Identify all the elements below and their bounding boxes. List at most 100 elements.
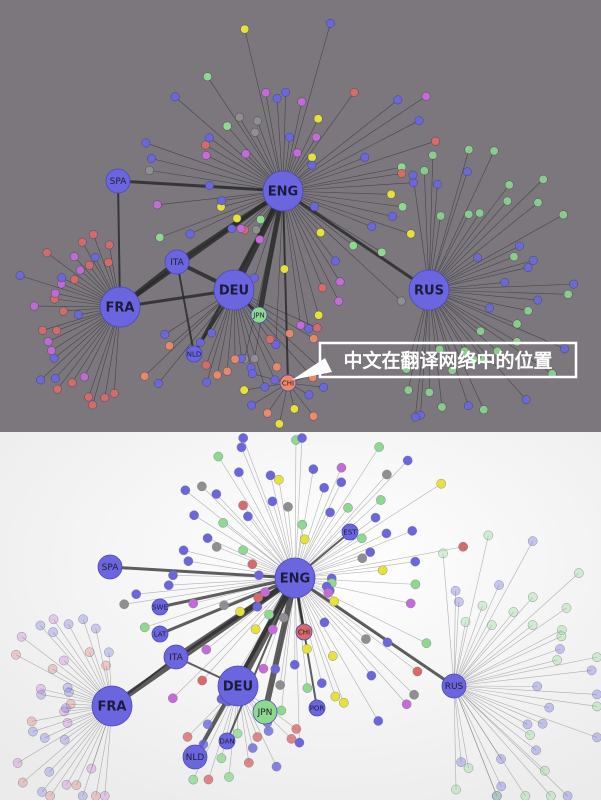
leaf-node — [231, 355, 239, 363]
node-deu: DEU — [218, 666, 258, 706]
leaf-node — [503, 197, 511, 205]
leaf-node — [376, 495, 385, 504]
leaf-node — [264, 610, 273, 619]
leaf-node — [203, 73, 211, 81]
leaf-node — [557, 632, 566, 641]
leaf-node — [313, 324, 321, 332]
leaf-node — [171, 93, 179, 101]
leaf-node — [293, 149, 301, 157]
leaf-node — [324, 588, 333, 597]
leaf-node — [60, 735, 69, 744]
leaf-node — [252, 226, 260, 234]
leaf-node — [164, 581, 173, 590]
node-deu: DEU — [214, 270, 254, 310]
leaf-node — [72, 780, 81, 789]
leaf-node — [402, 700, 411, 709]
node-rus-label: RUS — [414, 284, 444, 299]
leaf-node — [563, 791, 572, 800]
leaf-node — [349, 241, 357, 249]
node-ita: ITA — [164, 645, 188, 669]
leaf-node — [335, 297, 343, 305]
leaf-node — [251, 128, 259, 136]
leaf-node — [464, 763, 473, 772]
leaf-node — [91, 253, 99, 261]
leaf-node — [297, 433, 306, 442]
leaf-node — [540, 766, 549, 775]
leaf-node — [266, 471, 275, 480]
leaf-node — [330, 597, 339, 606]
leaf-node — [203, 720, 212, 729]
node-est: EST — [342, 524, 358, 540]
leaf-node — [233, 214, 241, 222]
node-chi: CHI — [280, 375, 296, 391]
leaf-node — [36, 684, 45, 693]
leaf-node — [592, 653, 601, 662]
node-chi-label: CHI — [298, 629, 310, 637]
leaf-node — [53, 326, 61, 334]
leaf-node — [277, 706, 286, 715]
leaf-node — [201, 141, 209, 149]
leaf-node — [203, 378, 211, 386]
node-eng-label: ENG — [280, 572, 310, 587]
leaf-node — [40, 733, 49, 742]
leaf-node — [37, 787, 46, 796]
leaf-node — [239, 433, 248, 442]
leaf-node — [562, 603, 571, 612]
leaf-node — [217, 754, 226, 763]
leaf-node — [253, 732, 262, 741]
node-chi: CHI — [296, 624, 312, 640]
leaf-node — [388, 212, 396, 220]
leaf-node — [43, 249, 51, 257]
node-swe: SWE — [152, 599, 168, 615]
leaf-node — [382, 529, 391, 538]
leaf-node — [186, 230, 194, 238]
leaf-node — [273, 363, 281, 371]
node-fra-label: FRA — [98, 700, 127, 715]
leaf-node — [250, 354, 258, 362]
leaf-node — [205, 134, 213, 142]
leaf-node — [310, 203, 318, 211]
leaf-node — [350, 88, 358, 96]
leaf-node — [314, 115, 322, 123]
leaf-node — [378, 248, 386, 256]
leaf-node — [63, 683, 72, 692]
leaf-node — [279, 613, 288, 622]
leaf-node — [70, 253, 78, 261]
leaf-node — [526, 730, 535, 739]
leaf-node — [411, 580, 420, 589]
leaf-node — [248, 743, 257, 752]
leaf-node — [275, 420, 283, 428]
leaf-node — [415, 116, 423, 124]
leaf-node — [292, 724, 301, 733]
leaf-node — [237, 224, 245, 232]
leaf-node — [411, 413, 419, 421]
leaf-node — [361, 153, 369, 161]
leaf-node — [235, 113, 243, 121]
leaf-node — [382, 470, 391, 479]
leaf-node — [242, 150, 250, 158]
leaf-node — [420, 167, 428, 175]
leaf-node — [336, 278, 344, 286]
leaf-node — [198, 676, 207, 685]
leaf-node — [110, 389, 118, 397]
leaf-node — [63, 718, 72, 727]
leaf-node — [240, 386, 248, 394]
leaf-node — [248, 370, 256, 378]
leaf-node — [476, 327, 484, 335]
leaf-node — [224, 772, 233, 781]
leaf-node — [361, 634, 370, 643]
leaf-node — [253, 602, 262, 611]
leaf-node — [555, 644, 564, 653]
leaf-node — [274, 475, 283, 484]
leaf-node — [534, 198, 542, 206]
leaf-node — [100, 791, 109, 800]
leaf-node — [305, 391, 313, 399]
leaf-node — [398, 203, 406, 211]
node-fra-label: FRA — [106, 301, 135, 316]
leaf-node — [76, 266, 84, 274]
leaf-node — [190, 511, 199, 520]
leaf-node — [153, 201, 161, 209]
leaf-node — [298, 98, 306, 106]
leaf-node — [560, 345, 568, 353]
leaf-node — [287, 734, 296, 743]
